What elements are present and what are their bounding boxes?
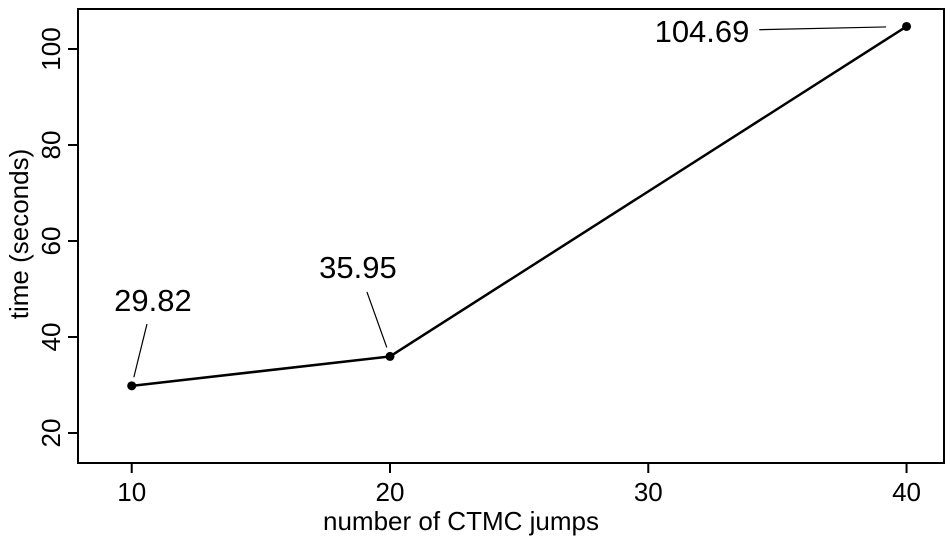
y-axis-tick-label: 80 — [36, 131, 66, 160]
x-axis-title: number of CTMC jumps — [323, 506, 599, 536]
y-axis-title: time (seconds) — [4, 149, 34, 320]
y-axis-tick-label: 60 — [36, 227, 66, 256]
x-axis-tick-label: 40 — [892, 477, 921, 507]
data-point — [902, 21, 912, 31]
x-axis-tick-label: 10 — [117, 477, 146, 507]
data-point — [127, 381, 137, 391]
annotation-leader-line — [366, 291, 388, 348]
y-axis-tick-label: 20 — [36, 419, 66, 448]
data-point — [385, 351, 395, 361]
plot-border — [77, 8, 945, 464]
annotation-value-label: 104.69 — [655, 14, 750, 49]
annotation-leader-line — [759, 26, 887, 31]
x-axis-tick-label: 20 — [376, 477, 405, 507]
annotation-value-label: 29.82 — [114, 283, 192, 318]
x-axis-tick-label: 30 — [634, 477, 663, 507]
y-axis-tick-label: 100 — [36, 27, 66, 70]
annotation-leader-line — [133, 323, 148, 378]
annotation-value-label: 35.95 — [319, 250, 397, 285]
y-axis-tick-label: 40 — [36, 323, 66, 352]
